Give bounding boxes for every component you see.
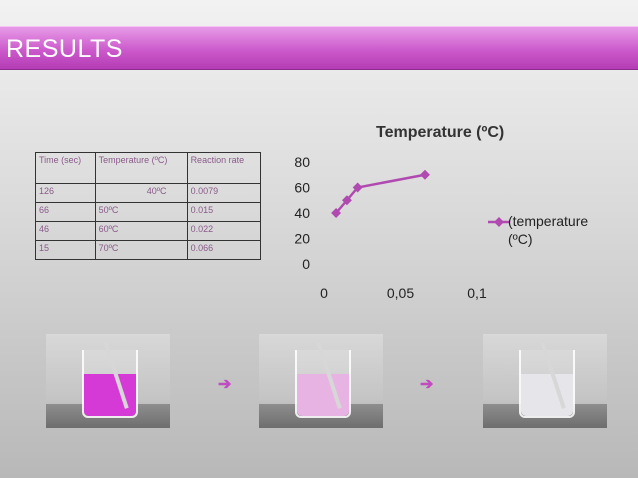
temperature-chart: 0 20 40 60 80 0 0,05 0,1 [294, 154, 510, 301]
y-tick-label: 80 [294, 154, 310, 170]
beaker-photo-2 [259, 334, 383, 428]
title-banner: RESULTS [0, 26, 638, 70]
cell-time: 15 [35, 240, 96, 260]
cell-time: 66 [35, 202, 96, 222]
y-tick-label: 20 [294, 231, 310, 247]
page-title: RESULTS [6, 35, 123, 63]
cell-temperature: 50ºC [94, 202, 188, 222]
beaker-icon [295, 341, 351, 418]
beaker-icon [519, 341, 575, 418]
results-table: Time (sec) Temperature (ºC) Reaction rat… [35, 152, 262, 260]
liquid-fill [521, 373, 573, 416]
beaker-photo-3 [483, 334, 607, 428]
beaker-photo-1 [46, 334, 170, 428]
liquid-fill [297, 373, 349, 416]
y-tick-label: 60 [294, 180, 310, 196]
cell-rate: 0.0079 [186, 183, 262, 203]
right-arrow-icon: ➔ [420, 376, 434, 393]
x-tick-label: 0,05 [387, 285, 414, 301]
header-time: Time (sec) [35, 152, 96, 184]
header-temperature: Temperature (ºC) [94, 152, 188, 184]
series-line [335, 173, 426, 214]
y-tick-label: 0 [302, 256, 310, 272]
cell-rate: 0.022 [186, 221, 262, 241]
cell-temperature: 60ºC [94, 221, 188, 241]
y-tick-label: 40 [294, 205, 310, 221]
legend-marker [494, 217, 504, 227]
x-tick-label: 0 [320, 285, 328, 301]
cell-rate: 0.066 [186, 240, 262, 260]
x-tick-label: 0,1 [467, 285, 487, 301]
table-row: 126 40ºC 0.0079 [35, 183, 262, 203]
table-header-row: Time (sec) Temperature (ºC) Reaction rat… [35, 152, 262, 184]
right-arrow-icon: ➔ [218, 376, 232, 393]
beaker-icon [82, 341, 138, 418]
cell-time: 126 [35, 183, 96, 203]
cell-rate: 0.015 [186, 202, 262, 222]
table-row: 15 70ºC 0.066 [35, 240, 262, 260]
chart-title: Temperature (ºC) [376, 124, 505, 141]
cell-temperature: 70ºC [94, 240, 188, 260]
cell-time: 46 [35, 221, 96, 241]
legend-label: (temperature (ºC) [508, 213, 589, 247]
data-point [420, 169, 430, 180]
cell-temperature: 40ºC [94, 183, 188, 203]
table-row: 46 60ºC 0.022 [35, 221, 262, 241]
table-row: 66 50ºC 0.015 [35, 202, 262, 222]
header-reaction-rate: Reaction rate [186, 152, 262, 184]
liquid-fill [84, 373, 136, 416]
